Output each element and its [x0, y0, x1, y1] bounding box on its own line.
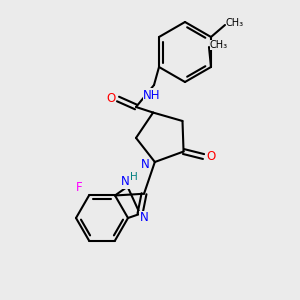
Text: NH: NH: [143, 89, 161, 102]
Text: N: N: [140, 212, 148, 224]
Text: O: O: [206, 150, 215, 163]
Text: CH₃: CH₃: [226, 18, 244, 28]
Text: F: F: [76, 181, 82, 194]
Text: N: N: [141, 158, 150, 172]
Text: O: O: [106, 92, 116, 104]
Text: CH₃: CH₃: [210, 40, 228, 50]
Text: N: N: [121, 175, 130, 188]
Text: H: H: [130, 172, 137, 182]
